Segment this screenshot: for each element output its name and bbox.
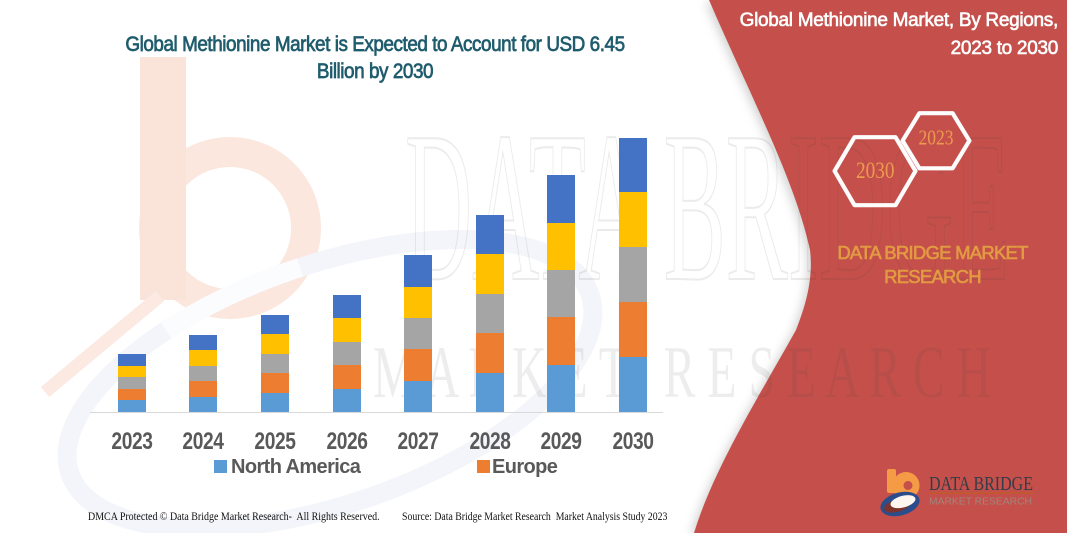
- svg-text:MARKET RESEARCH: MARKET RESEARCH: [929, 496, 1032, 508]
- svg-text:2030: 2030: [856, 158, 895, 183]
- svg-text:2023: 2023: [919, 126, 954, 150]
- svg-text:DATA BRIDGE: DATA BRIDGE: [929, 473, 1033, 495]
- svg-text:M A R K E T R E S E A R C H: M A R K E T R E S E A R C H: [373, 332, 991, 414]
